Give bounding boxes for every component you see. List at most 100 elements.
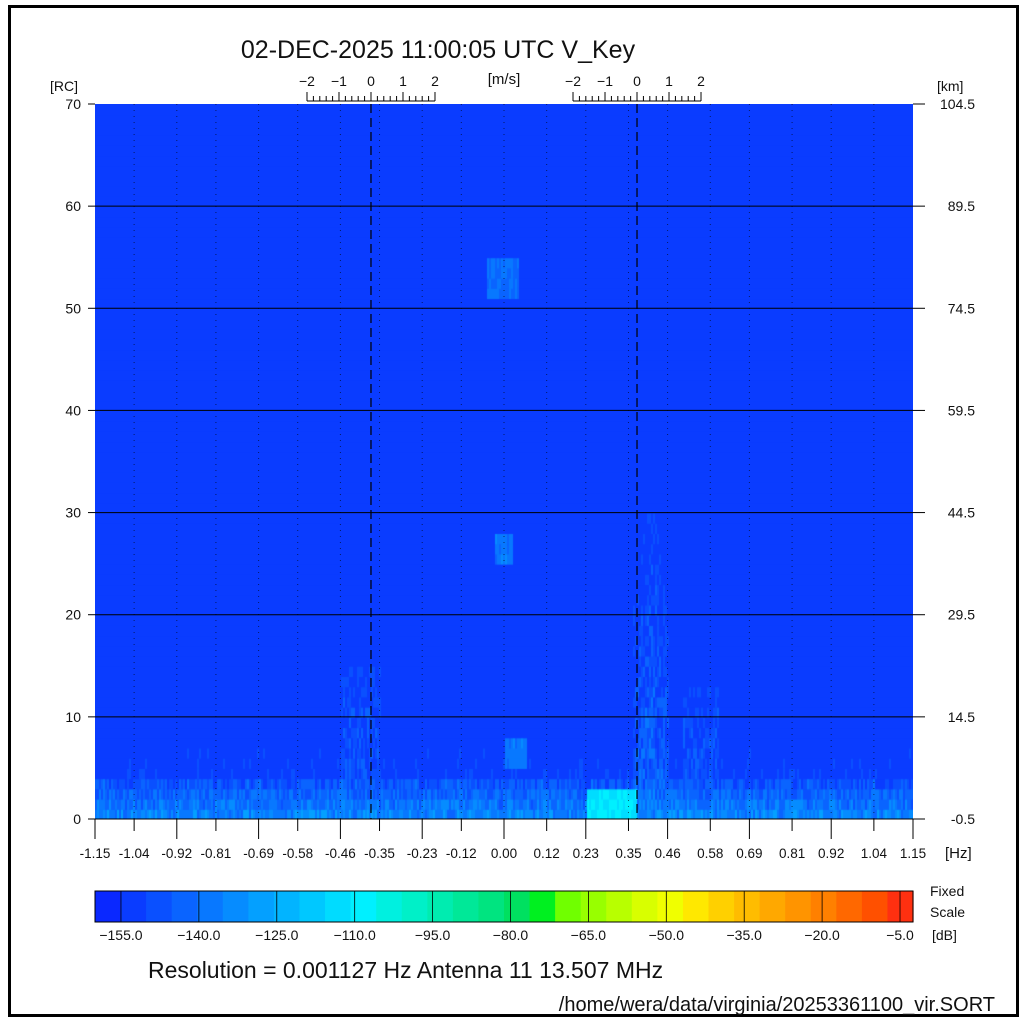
colorbar-swatch: [810, 891, 837, 922]
colorbar-tick-label: −5.0: [886, 927, 914, 943]
colorbar-swatch: [708, 891, 735, 922]
x-tick-label: -1.15: [80, 846, 111, 861]
colorbar-tick-label: −20.0: [804, 927, 840, 943]
colorbar-tick-label: −65.0: [571, 927, 607, 943]
x-tick-label: -0.81: [201, 846, 232, 861]
velocity-tick-label: 2: [431, 73, 439, 89]
x-tick-label: 0.46: [654, 846, 680, 861]
y-left-tick-label: 10: [65, 709, 81, 725]
colorbar-swatch: [146, 891, 173, 922]
y-right-tick-label: 74.5: [948, 300, 975, 316]
x-tick-label: 1.15: [900, 846, 926, 861]
velocity-tick-label: 1: [399, 73, 407, 89]
x-tick-label: -0.35: [364, 846, 395, 861]
colorbar-swatch: [606, 891, 633, 922]
colorbar-swatch: [401, 891, 428, 922]
colorbar-swatch: [631, 891, 658, 922]
colorbar-tick-label: −140.0: [177, 927, 220, 943]
colorbar-tick-label: −35.0: [726, 927, 762, 943]
colorbar-swatch: [171, 891, 198, 922]
velocity-tick-label: 1: [665, 73, 673, 89]
colorbar-swatch: [529, 891, 556, 922]
y-left-tick-label: 40: [65, 402, 81, 418]
chart-title: 02-DEC-2025 11:00:05 UTC V_Key: [241, 36, 636, 64]
colorbar-swatch: [248, 891, 275, 922]
colorbar-swatch: [120, 891, 147, 922]
y-right-tick-label: -0.5: [951, 811, 975, 827]
x-tick-label: -0.46: [325, 846, 356, 861]
y-left-tick-label: 50: [65, 300, 81, 316]
colorbar-swatch: [836, 891, 863, 922]
spectrum-heatmap: [95, 104, 913, 819]
x-tick-label: -0.69: [243, 846, 274, 861]
x-tick-label: 0.00: [491, 846, 517, 861]
x-tick-label: -1.04: [119, 846, 150, 861]
y-left-unit: [RC]: [50, 78, 78, 94]
x-tick-label: 0.92: [818, 846, 844, 861]
y-right-tick-label: 59.5: [948, 402, 975, 418]
y-left-tick-label: 20: [65, 607, 81, 623]
velocity-tick-label: −2: [299, 73, 315, 89]
colorbar-tick-label: −95.0: [415, 927, 451, 943]
velocity-tick-label: 2: [697, 73, 705, 89]
y-right-tick-label: 14.5: [948, 709, 975, 725]
colorbar-swatch: [197, 891, 224, 922]
y-right-tick-label: 44.5: [948, 505, 975, 521]
colorbar-swatch: [657, 891, 684, 922]
colorbar-swatch: [504, 891, 531, 922]
y-left-tick-label: 70: [65, 96, 81, 112]
colorbar-swatch: [222, 891, 249, 922]
y-right-tick-label: 89.5: [948, 198, 975, 214]
colorbar-label-db: [dB]: [932, 927, 957, 943]
colorbar-swatch: [95, 891, 122, 922]
x-tick-label: -0.58: [282, 846, 313, 861]
velocity-tick-label: −1: [597, 73, 613, 89]
colorbar-swatch: [452, 891, 480, 922]
velocity-tick-label: −1: [331, 73, 347, 89]
colorbar-label-fixed: Fixed: [930, 883, 964, 899]
velocity-tick-label: −2: [565, 73, 581, 89]
colorbar-swatch: [861, 891, 889, 922]
colorbar-swatch: [299, 891, 326, 922]
y-right-unit: [km]: [937, 78, 963, 94]
colorbar-swatch: [887, 891, 914, 922]
velocity-tick-label: 0: [367, 73, 375, 89]
colorbar-swatch: [785, 891, 812, 922]
colorbar-tick-label: −80.0: [493, 927, 529, 943]
x-tick-label: 0.23: [573, 846, 599, 861]
colorbar-tick-label: −50.0: [649, 927, 685, 943]
colorbar-swatch: [478, 891, 505, 922]
colorbar-label-scale: Scale: [930, 904, 965, 920]
y-left-tick-label: 0: [73, 811, 81, 827]
colorbar-swatch: [734, 891, 761, 922]
figure-frame: [8, 5, 1019, 1017]
x-tick-label: -0.92: [161, 846, 192, 861]
y-right-tick-label: 29.5: [948, 607, 975, 623]
velocity-scale: −2 −1 0 1 2: [299, 73, 439, 102]
x-tick-label: 0.12: [534, 846, 560, 861]
x-tick-label: -0.12: [446, 846, 477, 861]
x-tick-label: 0.69: [736, 846, 762, 861]
colorbar-swatch: [682, 891, 710, 922]
colorbar-tick-label: −125.0: [255, 927, 298, 943]
colorbar-swatch: [580, 891, 607, 922]
y-left-tick-label: 60: [65, 198, 81, 214]
file-path: /home/wera/data/virginia/20253361100_vir…: [559, 994, 995, 1016]
velocity-scale: −2 −1 0 1 2: [565, 73, 705, 102]
velocity-unit: [m/s]: [488, 71, 521, 88]
colorbar-swatch: [325, 891, 352, 922]
velocity-tick-label: 0: [633, 73, 641, 89]
colorbar-swatch: [555, 891, 582, 922]
colorbar-tick-label: −155.0: [99, 927, 142, 943]
colorbar-tick-label: −110.0: [334, 927, 376, 943]
colorbar-swatch: [759, 891, 786, 922]
colorbar-swatch: [427, 891, 454, 922]
x-tick-label: 0.35: [615, 846, 641, 861]
x-tick-label: 1.04: [861, 846, 888, 861]
resolution-info: Resolution = 0.001127 Hz Antenna 11 13.5…: [148, 957, 663, 983]
x-tick-label: -0.23: [407, 846, 438, 861]
x-tick-label: 0.58: [697, 846, 723, 861]
y-left-tick-label: 30: [65, 505, 81, 521]
colorbar-swatch: [273, 891, 301, 922]
